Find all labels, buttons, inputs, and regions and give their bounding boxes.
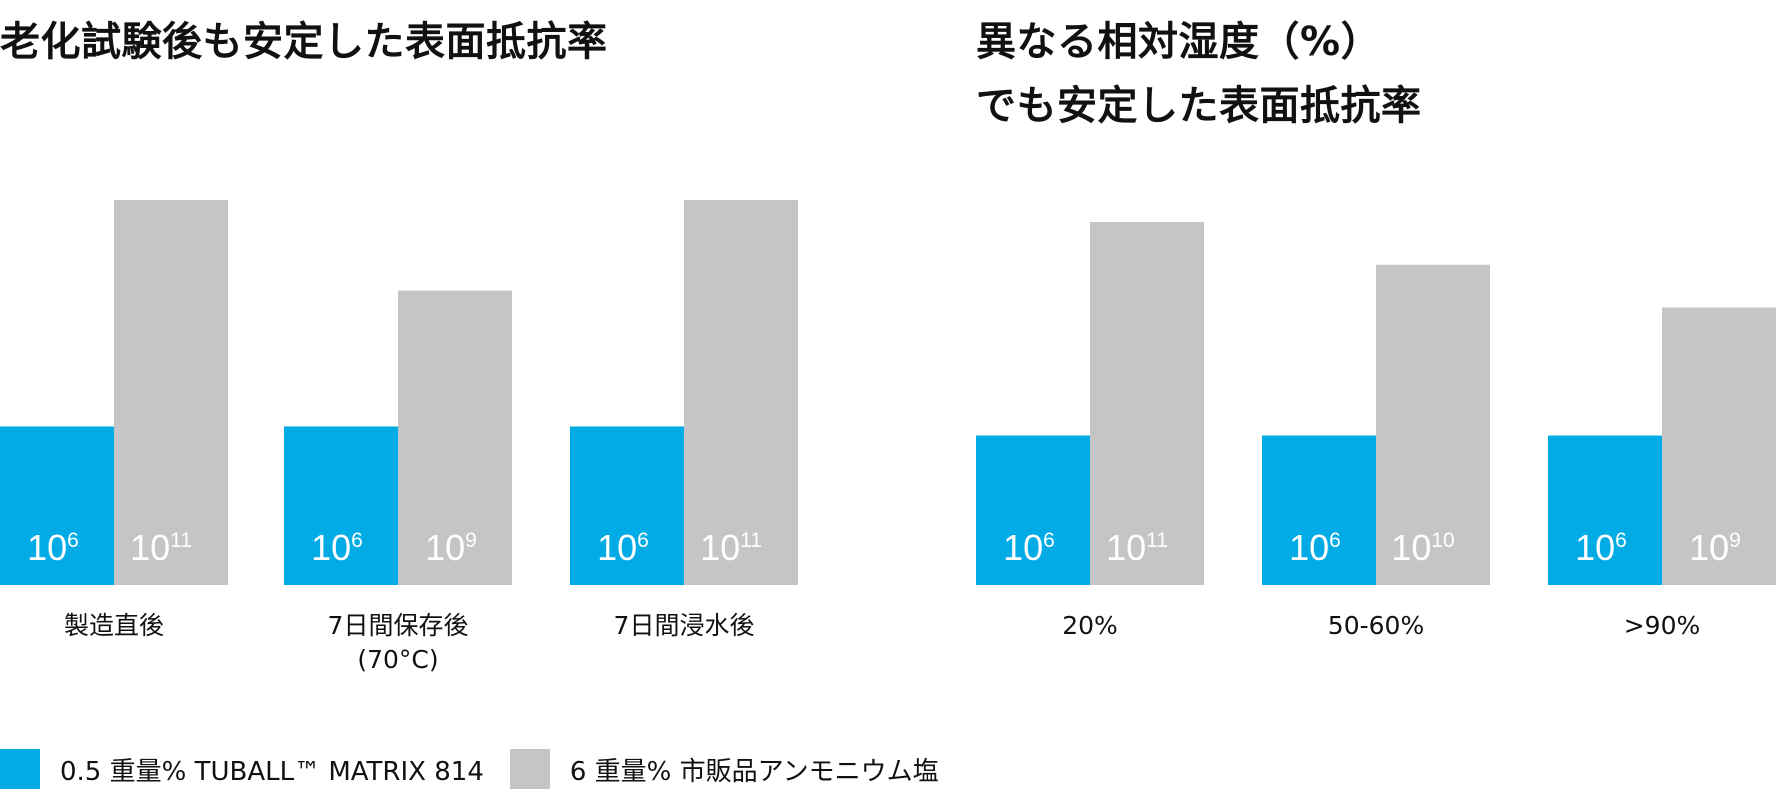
category-label-0-0: 製造直後: [64, 611, 164, 640]
bar-value-label-1-0-1: 1011: [1106, 527, 1168, 568]
legend-label-tuball: 0.5 重量% TUBALL™ MATRIX 814: [60, 756, 484, 787]
category-label-0-1-line1: (70°C): [357, 645, 438, 674]
chart-title-humidity: 異なる相対湿度（%） でも安定した表面抵抗率: [976, 19, 1422, 129]
bar-value-label-1-1-0: 106: [1289, 527, 1341, 568]
legend-swatch-tuball: [0, 749, 40, 789]
bar-tuball-0-1: [284, 426, 398, 585]
bar-tuball-0-0: [0, 426, 114, 585]
category-label-0-2: 7日間浸水後: [614, 611, 755, 640]
legend-item-ammonium: 6 重量% 市販品アンモニウム塩: [509, 749, 939, 789]
bar-ammonium-1-0: [1090, 222, 1204, 585]
bar-value-label-0-0-0: 106: [27, 527, 79, 568]
bar-value-label-1-1-1: 1010: [1391, 527, 1454, 568]
legend: 0.5 重量% TUBALL™ MATRIX 814 6 重量% 市販品アンモニ…: [0, 748, 965, 790]
bar-tuball-1-2: [1548, 435, 1662, 585]
bar-value-label-1-2-1: 109: [1689, 527, 1741, 568]
legend-swatch-ammonium: [509, 749, 550, 789]
bar-value-label-1-0-0: 106: [1003, 527, 1055, 568]
bar-value-label-1-2-0: 106: [1575, 527, 1627, 568]
bar-ammonium-0-2: [684, 200, 798, 585]
bar-value-label-0-1-0: 106: [311, 527, 363, 568]
legend-label-ammonium: 6 重量% 市販品アンモニウム塩: [569, 756, 939, 787]
bar-tuball-0-2: [570, 426, 684, 585]
bar-ammonium-0-0: [114, 200, 228, 585]
category-label-1-2: >90%: [1624, 611, 1701, 640]
category-label-1-0: 20%: [1062, 611, 1118, 640]
bar-tuball-1-1: [1262, 435, 1376, 585]
bar-ammonium-0-1: [398, 290, 512, 585]
bar-ammonium-1-2: [1662, 307, 1776, 585]
bar-value-label-0-2-0: 106: [597, 527, 649, 568]
chart-title-aging: 老化試験後も安定した表面抵抗率: [0, 19, 608, 65]
bar-value-label-0-1-1: 109: [425, 527, 477, 568]
bar-tuball-1-0: [976, 435, 1090, 585]
category-label-1-1: 50-60%: [1328, 611, 1424, 640]
bar-value-label-0-0-1: 1011: [130, 527, 192, 568]
legend-item-tuball: 0.5 重量% TUBALL™ MATRIX 814: [0, 749, 484, 789]
category-label-0-1-line0: 7日間保存後: [328, 611, 469, 640]
bar-ammonium-1-1: [1376, 264, 1490, 585]
bar-value-label-0-2-1: 1011: [700, 527, 762, 568]
